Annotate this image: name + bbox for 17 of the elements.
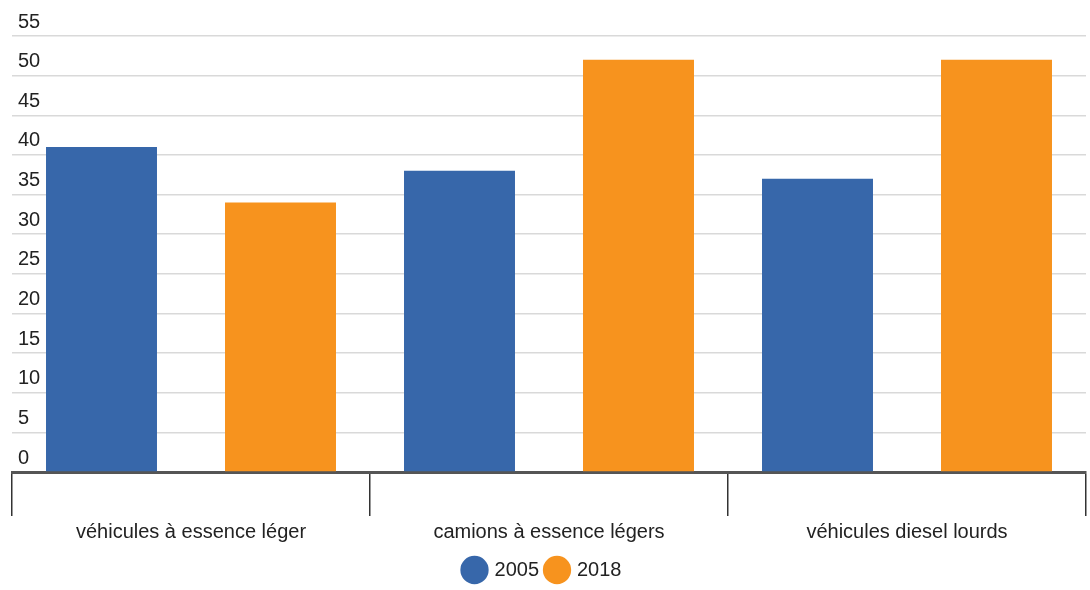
y-tick-label: 25 — [18, 247, 41, 270]
y-tick-label: 30 — [18, 207, 41, 230]
y-tick-label: 40 — [18, 128, 41, 151]
y-tick-label: 35 — [18, 168, 41, 191]
y-tick-label: 10 — [18, 366, 41, 389]
legend-label: 2018 — [577, 557, 622, 580]
y-tick-label: 50 — [18, 49, 41, 72]
x-tick-label: véhicules diesel lourds — [806, 519, 1008, 542]
y-tick-label: 0 — [18, 445, 30, 468]
y-tick-label: 20 — [18, 286, 41, 309]
x-tick-label: véhicules à essence léger — [75, 519, 307, 542]
y-tick-label: 45 — [18, 88, 41, 111]
x-tick-label: camions à essence légers — [433, 519, 665, 542]
y-tick-label: 55 — [18, 9, 41, 32]
y-tick-label: 5 — [18, 405, 30, 428]
y-tick-label: 15 — [18, 326, 41, 349]
legend-label: 2005 — [494, 557, 540, 580]
